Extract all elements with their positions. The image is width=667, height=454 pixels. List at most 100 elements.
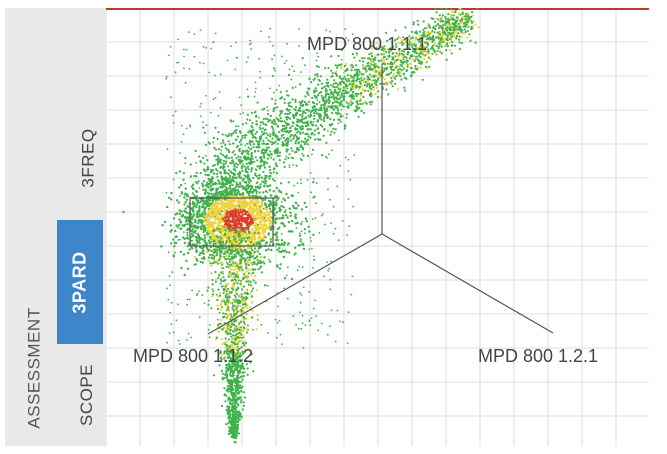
scatter-point (424, 27, 427, 30)
scatter-point (352, 90, 355, 93)
scatter-point (259, 139, 262, 142)
scatter-point (260, 232, 264, 235)
scatter-point (233, 440, 236, 443)
scatter-point (237, 246, 240, 250)
scatter-point (264, 224, 267, 228)
scatter-point (472, 20, 475, 23)
scatter-point (204, 190, 207, 193)
scatter-point (291, 149, 294, 152)
scatter-point (302, 154, 305, 157)
scatter-point (283, 225, 286, 228)
scatter-point (385, 66, 389, 70)
scatter-point (232, 274, 235, 277)
scatter-point (278, 190, 281, 193)
scatter-point (245, 363, 248, 366)
scatter-point (244, 305, 247, 308)
scatter-point (254, 132, 257, 135)
scatter-point (245, 156, 248, 159)
scatter-point (202, 256, 206, 259)
scatter-point (305, 139, 308, 142)
scatter-point (186, 237, 190, 240)
scatter-point (246, 304, 249, 307)
scatter-point (232, 205, 235, 208)
scatter-point (450, 52, 453, 55)
scatter-point (250, 168, 253, 171)
scatter-point (209, 253, 212, 257)
scatter-point (349, 74, 352, 77)
scatter-point (265, 136, 268, 139)
scatter-point (379, 95, 382, 98)
scatter-point (191, 200, 195, 204)
scatter-point (213, 146, 216, 149)
scatter-point (431, 52, 434, 55)
tab-3freq[interactable]: 3FREQ (72, 98, 106, 218)
scatter-point (286, 94, 289, 97)
scatter-point (256, 314, 259, 317)
scatter-point (273, 207, 277, 210)
scatter-point (458, 38, 461, 41)
scatter-point (236, 145, 240, 148)
scatter-point (297, 137, 300, 140)
scatter-point (274, 140, 277, 143)
plot-canvas[interactable] (106, 8, 649, 446)
scatter-point (203, 162, 206, 165)
scatter-point (228, 191, 231, 194)
scatter-point (203, 236, 207, 239)
scatter-point (432, 25, 435, 28)
scatter-point (225, 238, 228, 241)
scatter-point (390, 62, 393, 65)
scatter-point (403, 38, 406, 42)
scatter-point (202, 249, 205, 252)
scatter-point (262, 117, 265, 121)
scatter-point (263, 184, 266, 188)
tab-scope[interactable]: SCOPE (70, 350, 104, 440)
scatter-point (425, 26, 428, 29)
scatter-point (260, 176, 263, 179)
scatter-point (250, 353, 253, 356)
tab-3pard[interactable]: 3PARD (57, 220, 103, 344)
scatter-point (226, 229, 230, 232)
scatter-point (261, 121, 264, 124)
scatter-point (449, 27, 452, 30)
scatter-point (261, 160, 264, 163)
scatter-point (434, 24, 438, 27)
scatter-point (410, 43, 413, 46)
scatter-point (223, 387, 226, 390)
scatter-point (294, 222, 297, 225)
scatter-point (276, 147, 279, 150)
scatter-point (273, 214, 276, 217)
scatter-point (423, 30, 426, 33)
scatter-point (288, 207, 291, 210)
scatter-point (257, 239, 261, 242)
scatter-point (268, 260, 272, 263)
scatter-point (222, 201, 226, 204)
scatter-point (191, 183, 195, 186)
scatter-point (231, 240, 234, 243)
scatter-point (450, 26, 453, 29)
scatter-point (232, 330, 235, 333)
scatter-point (217, 330, 220, 333)
scatter-point (337, 91, 340, 94)
scatter-point (231, 213, 234, 216)
scatter-point (224, 303, 227, 306)
scatter-point (235, 348, 238, 351)
scatter-point (211, 295, 214, 298)
scatter-point (251, 121, 254, 125)
scatter-point (258, 252, 261, 256)
scatter-point (279, 91, 282, 94)
scatter-point (316, 75, 319, 78)
scatter-point (386, 39, 389, 43)
scatter-point (370, 100, 374, 103)
scatter-point (237, 208, 240, 212)
scatter-point (253, 231, 256, 235)
scatter-point (344, 125, 347, 128)
scatter-point (443, 39, 446, 42)
scatter-point (269, 238, 272, 241)
scatter-point (225, 199, 229, 202)
scatter-point (259, 195, 262, 198)
scatter-point (210, 170, 213, 173)
density-scatter-plot[interactable] (106, 8, 649, 446)
scatter-point (288, 130, 291, 133)
scatter-point (411, 30, 414, 33)
scatter-point (222, 276, 225, 279)
